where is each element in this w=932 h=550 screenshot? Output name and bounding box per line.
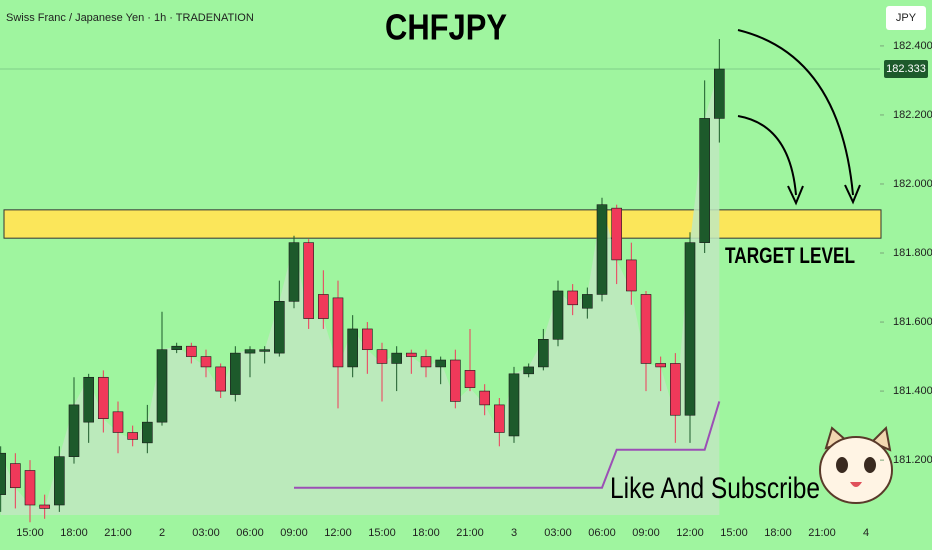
x-tick-label: 4 — [863, 527, 869, 539]
candle-body — [156, 349, 168, 423]
x-tick-label: 21:00 — [104, 527, 132, 539]
x-tick-label: 21:00 — [808, 527, 836, 539]
candle-body — [98, 376, 109, 419]
candle-body — [303, 242, 314, 319]
arrowhead — [844, 184, 861, 205]
plot-area — [0, 39, 882, 523]
x-tick-label: 21:00 — [456, 527, 484, 539]
x-tick-label: 06:00 — [588, 527, 616, 539]
candle-body — [215, 366, 226, 392]
candle-body — [376, 349, 388, 364]
x-tick-label: 15:00 — [720, 527, 748, 539]
arrowhead — [787, 185, 804, 206]
candle-body — [596, 204, 608, 295]
currency: JPY — [896, 12, 917, 24]
candle-body — [552, 290, 564, 340]
y-tick-label: 181.200 — [893, 454, 932, 466]
candle-body — [420, 356, 432, 368]
x-tick-label: 18:00 — [412, 527, 440, 539]
x-tick-label: 03:00 — [544, 527, 572, 539]
candle-body — [10, 463, 21, 489]
candle-body — [274, 301, 285, 354]
y-tick-label: 182.400 — [893, 40, 932, 52]
candle-body — [83, 376, 94, 423]
candle-body — [39, 504, 50, 509]
candle-body — [0, 452, 6, 495]
price-tag — [884, 60, 928, 79]
y-tick-label: 182.200 — [893, 109, 932, 121]
target-zone — [3, 209, 882, 239]
x-tick-label: 09:00 — [280, 527, 308, 539]
y-tick-label: 181.400 — [893, 385, 932, 397]
candle-body — [699, 118, 710, 243]
candle-body — [347, 328, 358, 368]
x-tick-label: 03:00 — [192, 527, 220, 539]
y-tick-label: 181.600 — [893, 316, 932, 328]
cat-icon — [819, 425, 893, 504]
candle-body — [464, 370, 476, 388]
x-tick-label: 15:00 — [16, 527, 44, 539]
candle-body — [127, 432, 138, 440]
x-tick-label: 12:00 — [324, 527, 352, 539]
chart-title: CHFJPY — [385, 7, 507, 48]
candle-body — [332, 297, 344, 368]
x-tick-label: 12:00 — [676, 527, 704, 539]
candle-body — [655, 363, 666, 368]
candle-body — [567, 290, 578, 306]
candle-body — [670, 363, 681, 416]
candle-body — [230, 352, 241, 395]
candle-body — [450, 359, 461, 402]
candle-body — [684, 242, 696, 416]
candle-body — [244, 349, 256, 354]
candle-body — [171, 345, 182, 350]
candle-body — [362, 328, 373, 350]
candle-body — [640, 294, 652, 364]
y-tick-label: 182.000 — [893, 178, 932, 190]
x-tick-label: 18:00 — [764, 527, 792, 539]
indicator-line — [294, 401, 721, 489]
candle-body — [626, 259, 637, 292]
candle-body — [186, 345, 197, 357]
candle-body — [112, 411, 124, 433]
candle-body — [611, 207, 622, 261]
x-tick-label: 2 — [159, 527, 165, 539]
candle-body — [318, 294, 329, 319]
candle-body — [538, 339, 549, 368]
candle-body — [714, 68, 725, 119]
candle-body — [582, 294, 593, 309]
candle-body — [54, 456, 65, 506]
header: Swiss Franc / Japanese Yen · 1h · TRADEN… — [6, 12, 254, 24]
cta-text: Like And Subscribe — [610, 472, 820, 505]
x-tick-label: 06:00 — [236, 527, 264, 539]
candle-body — [24, 470, 36, 506]
candle-body — [391, 352, 402, 364]
candle-body — [200, 356, 212, 368]
candle-body — [142, 421, 153, 444]
candle-body — [435, 359, 446, 368]
candle-body — [479, 390, 490, 406]
target-label: TARGET LEVEL — [725, 243, 855, 268]
x-tick-label: 09:00 — [632, 527, 660, 539]
x-tick-label: 15:00 — [368, 527, 396, 539]
candle-body — [508, 373, 520, 437]
candle-body — [523, 366, 534, 375]
x-tick-label: 3 — [511, 527, 517, 539]
arrow — [737, 29, 854, 196]
candle-body — [68, 404, 80, 457]
candle-body — [406, 352, 417, 357]
currency-box — [886, 6, 926, 30]
price-tag-label: 182.333 — [886, 63, 926, 75]
candle-body — [259, 349, 270, 352]
y-tick-label: 181.800 — [893, 247, 932, 259]
candle-body — [288, 242, 300, 302]
candle-body — [494, 404, 505, 433]
x-tick-label: 18:00 — [60, 527, 88, 539]
close-area — [0, 69, 720, 515]
arrow — [737, 115, 797, 196]
